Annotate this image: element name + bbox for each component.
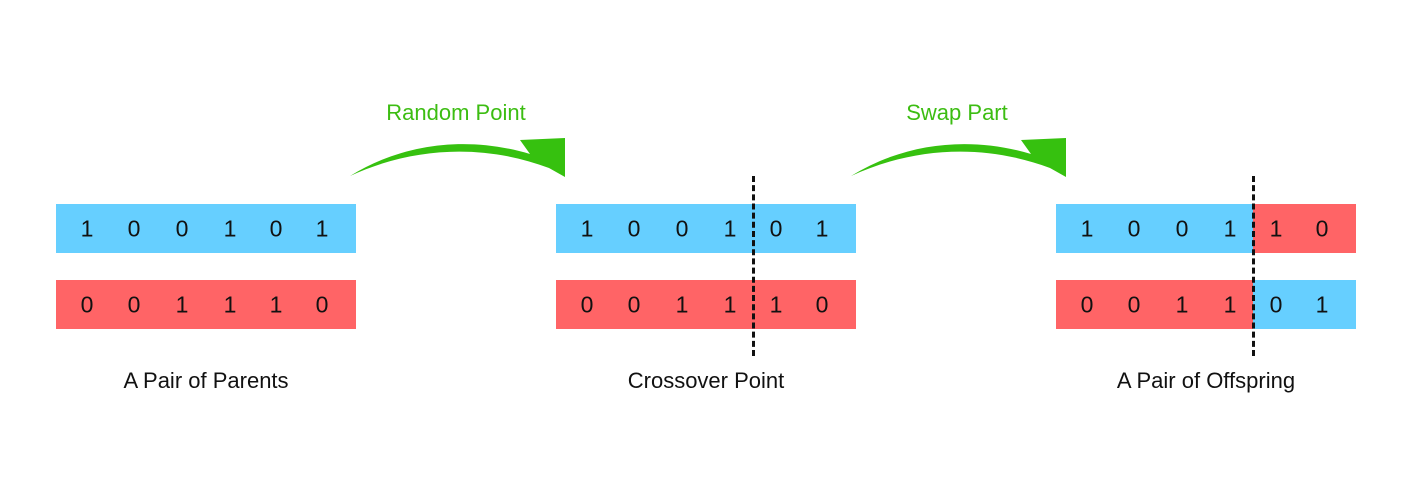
gene-cell xyxy=(206,280,253,329)
gene-cell xyxy=(110,280,158,329)
gene-bit: 0 xyxy=(1080,291,1094,317)
gene-cell xyxy=(658,204,706,253)
gene-bit: 0 xyxy=(127,291,141,317)
gene-bit: 1 xyxy=(223,215,237,241)
gene-bit: 1 xyxy=(580,215,594,241)
crossover-point-line xyxy=(752,176,755,356)
gene-cell xyxy=(706,280,753,329)
gene-cell xyxy=(1253,280,1299,329)
gene-cell xyxy=(56,280,110,329)
gene-bit: 0 xyxy=(580,291,594,317)
gene-bit: 1 xyxy=(723,215,737,241)
gene-cell xyxy=(1253,204,1299,253)
gene-cell xyxy=(658,280,706,329)
gene-bit: 0 xyxy=(1315,215,1329,241)
gene-bit: 0 xyxy=(1175,215,1189,241)
crossover-chromosome-1: 1 0 0 1 0 1 xyxy=(556,204,856,253)
gene-bit: 0 xyxy=(127,215,141,241)
step-label-random-point: Random Point xyxy=(386,100,526,125)
gene-cell xyxy=(556,204,610,253)
gene-bit: 0 xyxy=(1127,215,1141,241)
gene-bit: 1 xyxy=(769,291,783,317)
gene-cell xyxy=(1110,280,1158,329)
gene-cell xyxy=(1299,204,1356,253)
gene-bit: 0 xyxy=(815,291,829,317)
gene-cell xyxy=(1206,280,1253,329)
gene-cell xyxy=(610,280,658,329)
gene-bit: 1 xyxy=(175,291,189,317)
gene-cell xyxy=(799,204,856,253)
gene-cell xyxy=(706,204,753,253)
gene-bit: 0 xyxy=(1127,291,1141,317)
parent-1-chromosome: 1 0 0 1 0 1 xyxy=(56,204,356,253)
curved-arrow-icon xyxy=(350,138,565,177)
gene-cell xyxy=(753,280,799,329)
stage-caption-offspring: A Pair of Offspring xyxy=(1116,368,1296,393)
gene-bit: 1 xyxy=(1175,291,1189,317)
gene-cell xyxy=(1158,280,1206,329)
gene-cell xyxy=(1206,204,1253,253)
gene-bit: 1 xyxy=(1315,291,1329,317)
gene-cell xyxy=(799,280,856,329)
parent-2-chromosome: 0 0 1 1 1 0 xyxy=(56,280,356,329)
gene-bit: 0 xyxy=(627,291,641,317)
gene-bit: 1 xyxy=(315,215,329,241)
gene-bit: 1 xyxy=(80,215,94,241)
gene-cell xyxy=(610,204,658,253)
gene-bit: 0 xyxy=(269,215,283,241)
gene-bit: 1 xyxy=(1223,291,1237,317)
stage-caption-crossover: Crossover Point xyxy=(627,368,785,393)
gene-bit: 0 xyxy=(675,215,689,241)
gene-bit: 0 xyxy=(175,215,189,241)
gene-bit: 1 xyxy=(1223,215,1237,241)
gene-cell xyxy=(158,204,206,253)
crossover-point-line xyxy=(1252,176,1255,356)
gene-cell xyxy=(1158,204,1206,253)
stage-caption-parents: A Pair of Parents xyxy=(123,368,289,393)
gene-cell xyxy=(56,204,110,253)
gene-cell xyxy=(253,204,299,253)
offspring-2-chromosome: 0 0 1 1 0 1 xyxy=(1056,280,1356,329)
gene-bit: 0 xyxy=(80,291,94,317)
gene-bit: 1 xyxy=(223,291,237,317)
offspring-1-chromosome: 1 0 0 1 1 0 xyxy=(1056,204,1356,253)
gene-bit: 1 xyxy=(1080,215,1094,241)
gene-cell xyxy=(1056,280,1110,329)
gene-cell xyxy=(110,204,158,253)
gene-bit: 1 xyxy=(723,291,737,317)
gene-bit: 0 xyxy=(1269,291,1283,317)
gene-cell xyxy=(158,280,206,329)
crossover-chromosome-2: 0 0 1 1 1 0 xyxy=(556,280,856,329)
gene-cell xyxy=(253,280,299,329)
curved-arrow-icon xyxy=(851,138,1066,177)
gene-bit: 1 xyxy=(1269,215,1283,241)
gene-cell xyxy=(556,280,610,329)
gene-bit: 1 xyxy=(675,291,689,317)
gene-bit: 0 xyxy=(769,215,783,241)
gene-cell xyxy=(1056,204,1110,253)
gene-cell xyxy=(1110,204,1158,253)
gene-bit: 0 xyxy=(627,215,641,241)
step-label-swap-part: Swap Part xyxy=(906,100,1008,125)
gene-bit: 1 xyxy=(815,215,829,241)
gene-cell xyxy=(299,280,356,329)
gene-cell xyxy=(753,204,799,253)
gene-cell xyxy=(206,204,253,253)
gene-bit: 0 xyxy=(315,291,329,317)
gene-cell xyxy=(299,204,356,253)
gene-bit: 1 xyxy=(269,291,283,317)
gene-cell xyxy=(1299,280,1356,329)
